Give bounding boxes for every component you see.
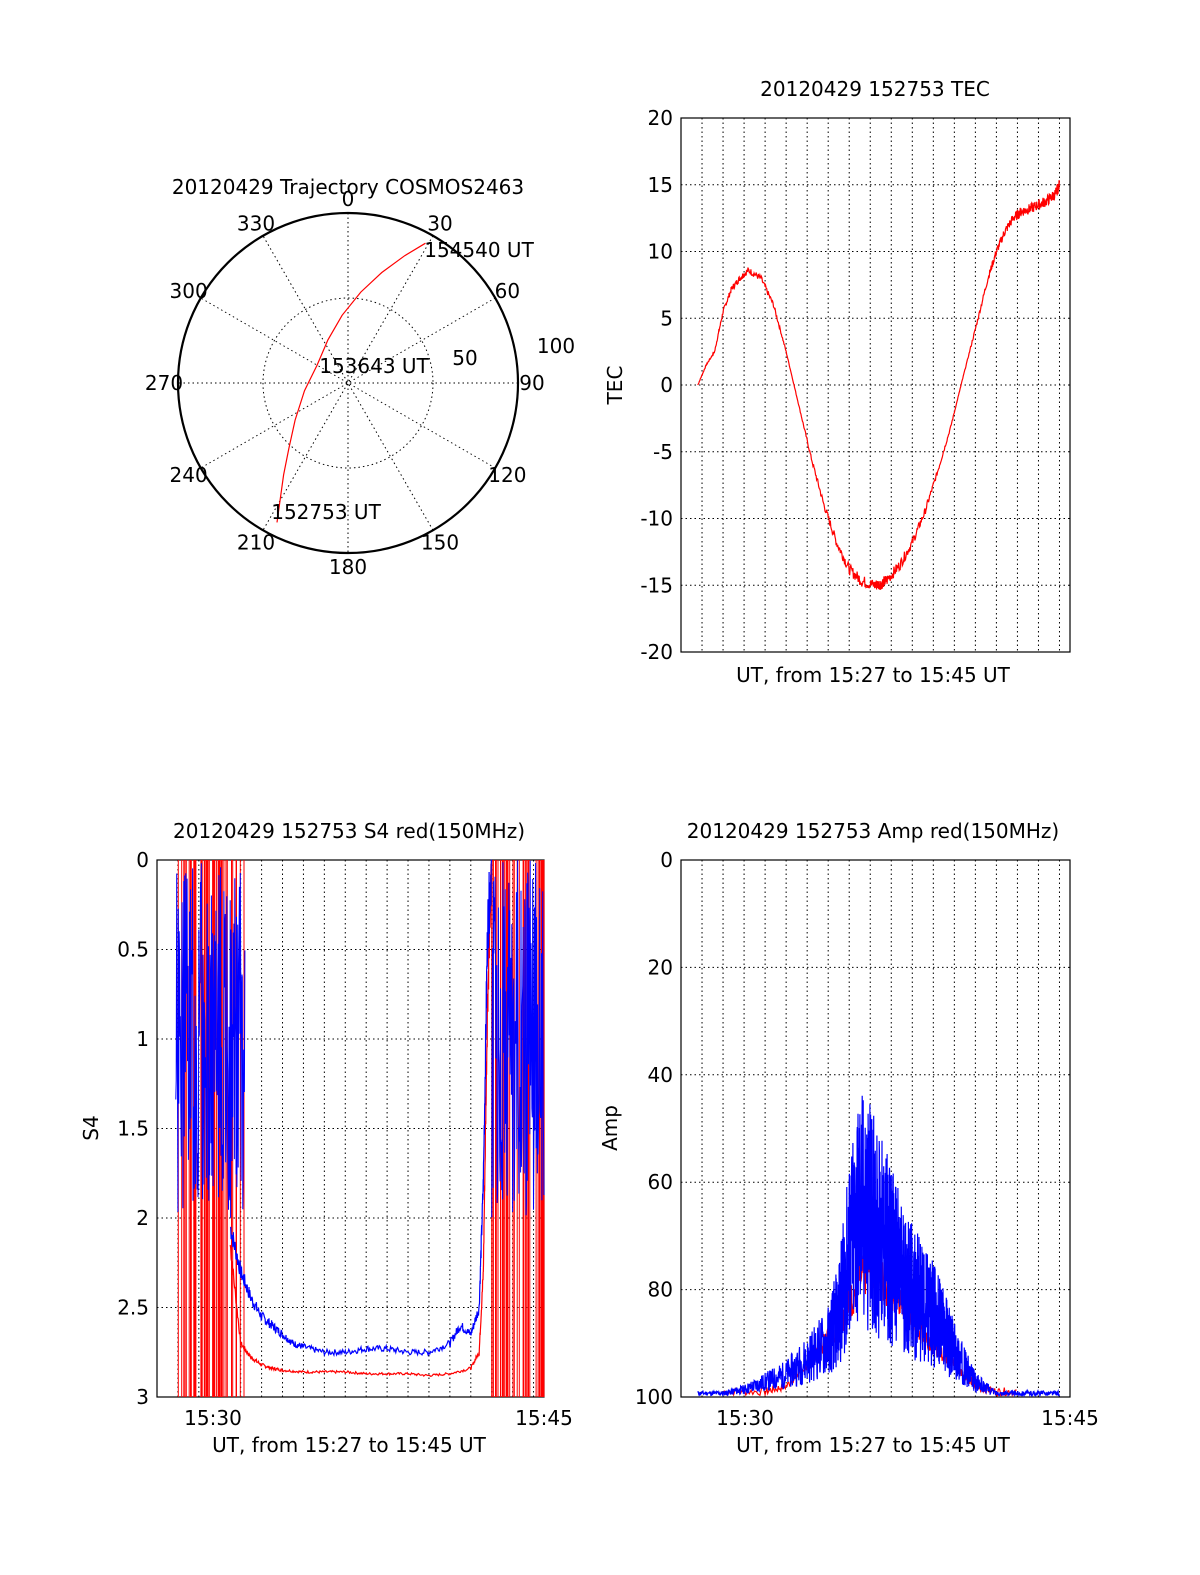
s4-ytick-label: 0.5	[117, 938, 149, 962]
s4-blue-saturated-segment	[491, 860, 545, 1218]
s4-ytick-label: 1.5	[117, 1117, 149, 1141]
azimuth-label-330: 330	[237, 212, 275, 236]
tec-ytick-label: -15	[640, 573, 673, 597]
azimuth-label-60: 60	[495, 279, 520, 303]
azimuth-label-0: 0	[342, 187, 355, 211]
azimuth-label-150: 150	[421, 530, 459, 554]
azimuth-label-120: 120	[488, 463, 526, 487]
tec-xlabel: UT, from 15:27 to 15:45 UT	[736, 663, 1011, 687]
trajectory-track	[276, 242, 426, 523]
s4-ytick-label: 3	[136, 1385, 149, 1409]
tec-ytick-label: -5	[653, 440, 673, 464]
tec-series-line	[697, 180, 1060, 591]
amp-ytick-label: 80	[648, 1278, 673, 1302]
amp-blue-series-line	[697, 1095, 1060, 1398]
trajectory-title: 20120429 Trajectory COSMOS2463	[172, 175, 524, 199]
amp-plot-frame	[680, 859, 1071, 1398]
s4-ytick-label: 1	[136, 1027, 149, 1051]
s4-xtick-1545: 15:45	[515, 1406, 573, 1430]
amp-ytick-label: 0	[660, 848, 673, 872]
s4-ytick-label: 2	[136, 1206, 149, 1230]
azimuth-label-240: 240	[170, 463, 208, 487]
s4-ytick-label: 0	[136, 848, 149, 872]
amp-ylabel: Amp	[598, 1105, 622, 1151]
elevation-label-100: 100	[537, 334, 575, 358]
azimuth-label-300: 300	[170, 279, 208, 303]
tec-ytick-label: -10	[640, 507, 673, 531]
trajectory-panel: 20120429 Trajectory COSMOS2463 0 30 60 90 12…	[145, 175, 575, 579]
tec-ytick-label: 0	[660, 373, 673, 397]
azimuth-label-270: 270	[145, 371, 183, 395]
azimuth-label-210: 210	[237, 530, 275, 554]
amp-panel: 20120429 152753 Amp red(150MHz) 0 20 40 60 8…	[598, 819, 1099, 1457]
azimuth-label-30: 30	[427, 212, 452, 236]
amp-title: 20120429 152753 Amp red(150MHz)	[687, 819, 1059, 843]
annotation-start-time: 152753 UT	[271, 500, 381, 524]
s4-ylabel: S4	[79, 1115, 103, 1140]
tec-ytick-label: 10	[648, 240, 673, 264]
amp-ytick-label: 20	[648, 955, 673, 979]
polar-inner-circle	[262, 297, 434, 469]
annotation-end-time: 154540 UT	[424, 238, 534, 262]
tec-title: 20120429 152753 TEC	[760, 77, 990, 101]
amp-ytick-label: 40	[648, 1063, 673, 1087]
amp-ytick-label: 60	[648, 1170, 673, 1194]
annotation-mid-time: 153643 UT	[319, 354, 429, 378]
tec-ytick-label: 15	[648, 173, 673, 197]
s4-xtick-1530: 15:30	[184, 1406, 242, 1430]
amp-xtick-1545: 15:45	[1041, 1406, 1099, 1430]
tec-ytick-label: 20	[648, 106, 673, 130]
tec-ylabel: TEC	[603, 366, 627, 406]
elevation-label-50: 50	[452, 346, 477, 370]
s4-red-series-line	[229, 859, 493, 1377]
tec-panel: 20120429 152753 TEC 20151050-5-10-15-20 …	[603, 77, 1071, 687]
s4-blue-series-line	[229, 859, 492, 1358]
azimuth-label-180: 180	[329, 555, 367, 579]
s4-blue-saturated-segment	[175, 863, 246, 1218]
s4-ytick-label: 2.5	[117, 1296, 149, 1320]
amp-xtick-1530: 15:30	[716, 1406, 774, 1430]
tec-ytick-label: -20	[640, 640, 673, 664]
s4-title: 20120429 152753 S4 red(150MHz)	[173, 819, 525, 843]
amp-ytick-label: 100	[635, 1385, 673, 1409]
amp-xlabel: UT, from 15:27 to 15:45 UT	[736, 1433, 1011, 1457]
tec-plot-frame	[680, 117, 1071, 653]
tec-ytick-label: 5	[660, 306, 673, 330]
s4-panel: 20120429 152753 S4 red(150MHz) 0 0.5 1 1.5 2…	[79, 819, 573, 1457]
s4-xlabel: UT, from 15:27 to 15:45 UT	[212, 1433, 487, 1457]
azimuth-label-90: 90	[519, 371, 544, 395]
